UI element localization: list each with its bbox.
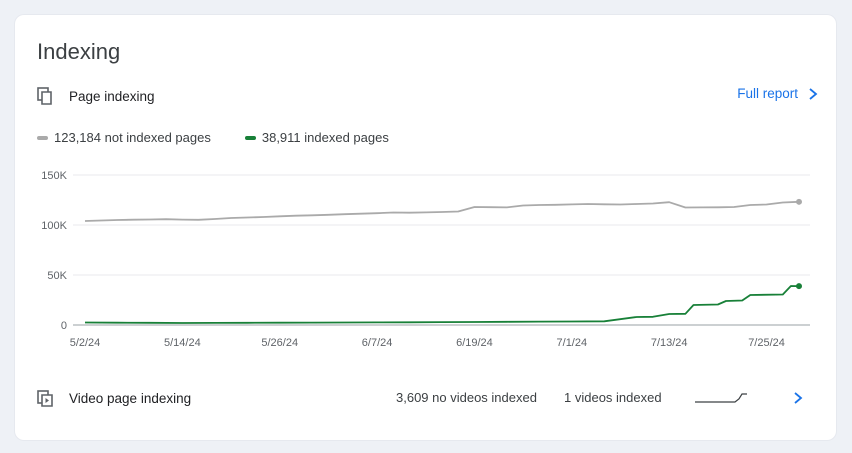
chevron-right-icon[interactable] bbox=[793, 391, 803, 405]
video-indexing-label: Video page indexing bbox=[69, 390, 192, 406]
series-line-indexed bbox=[84, 285, 800, 324]
series-end-point-not-indexed bbox=[796, 198, 802, 205]
y-tick-label: 0 bbox=[61, 320, 67, 332]
chevron-right-icon bbox=[809, 87, 818, 100]
indexing-card: Indexing Page indexing Full report 123,1… bbox=[15, 15, 836, 440]
x-tick-label: 7/25/24 bbox=[748, 337, 785, 349]
video-sparkline bbox=[695, 393, 747, 403]
x-tick-label: 5/26/24 bbox=[261, 337, 298, 349]
y-tick-label: 100K bbox=[41, 220, 67, 232]
chart-legend: 123,184 not indexed pages 38,911 indexed… bbox=[37, 130, 423, 145]
legend-swatch-indexed bbox=[244, 135, 256, 140]
video-indexing-row: Video page indexing bbox=[37, 387, 191, 409]
copy-pages-icon bbox=[37, 87, 52, 105]
video-sparkline-line bbox=[695, 393, 747, 403]
full-report-label: Full report bbox=[737, 86, 798, 101]
video-frame-icon bbox=[37, 390, 53, 407]
y-tick-label: 50K bbox=[47, 270, 67, 282]
y-tick-label: 150K bbox=[41, 170, 67, 182]
no-videos-indexed-stat: 3,609 no videos indexed bbox=[396, 390, 537, 405]
series-end-point-indexed bbox=[796, 283, 802, 290]
legend-item-not-indexed[interactable]: 123,184 not indexed pages bbox=[37, 130, 211, 145]
x-tick-label: 7/13/24 bbox=[651, 337, 688, 349]
series-line-not-indexed bbox=[84, 200, 800, 222]
videos-indexed-stat: 1 videos indexed bbox=[564, 390, 662, 405]
x-tick-label: 5/2/24 bbox=[70, 337, 101, 349]
x-tick-label: 5/14/24 bbox=[164, 337, 201, 349]
page-indexing-label: Page indexing bbox=[69, 88, 155, 104]
page-indexing-row: Page indexing bbox=[37, 86, 155, 106]
full-report-link[interactable]: Full report bbox=[737, 86, 818, 101]
x-tick-label: 6/19/24 bbox=[456, 337, 493, 349]
card-title: Indexing bbox=[37, 39, 121, 64]
x-tick-label: 7/1/24 bbox=[557, 337, 588, 349]
legend-swatch-not-indexed bbox=[37, 135, 48, 140]
indexing-chart: 150K 100K 50K 05/2/24 5/14/24 5/26/24 6/7/24 6/… bbox=[41, 170, 810, 349]
legend-item-indexed[interactable]: 38,911 indexed pages bbox=[244, 130, 389, 145]
x-tick-label: 6/7/24 bbox=[362, 337, 393, 349]
legend-label-not-indexed: 123,184 not indexed pages bbox=[54, 130, 211, 145]
legend-label-indexed: 38,911 indexed pages bbox=[261, 130, 389, 145]
